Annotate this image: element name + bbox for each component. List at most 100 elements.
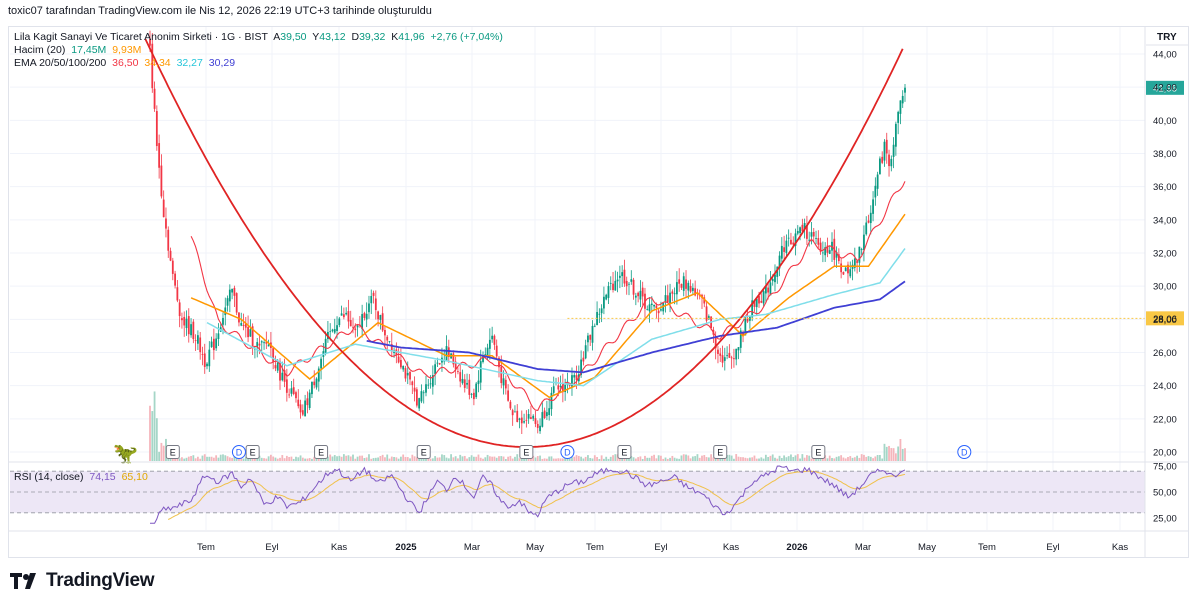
candle-body	[904, 87, 906, 93]
volume-bar	[689, 458, 692, 461]
candle-body	[685, 279, 687, 289]
volume-bar	[575, 455, 578, 461]
candle-body	[660, 309, 662, 311]
volume-bar	[361, 455, 364, 461]
dividend-marker[interactable]	[957, 445, 972, 459]
earnings-marker[interactable]	[416, 445, 431, 459]
earnings-marker[interactable]	[245, 445, 260, 459]
volume-bar	[258, 455, 261, 461]
candle-body	[338, 318, 341, 326]
rsi-ma-line	[167, 470, 906, 520]
volume-bar	[771, 454, 774, 461]
candle-body	[461, 378, 464, 384]
candle-body	[413, 387, 416, 392]
candle-body	[865, 222, 868, 235]
candle-body	[552, 386, 555, 393]
candle-body	[488, 339, 491, 349]
candle-body	[737, 347, 740, 351]
candle-body	[301, 410, 304, 415]
earnings-marker[interactable]	[519, 445, 534, 459]
candle-body	[557, 385, 560, 390]
volume-bar	[365, 457, 368, 461]
candle-body	[897, 111, 900, 123]
volume-bar	[883, 443, 886, 461]
volume-ma-value: 9,93M	[112, 44, 142, 56]
dividend-marker[interactable]	[560, 445, 575, 459]
candle-body	[406, 372, 409, 376]
volume-bar	[655, 458, 658, 461]
candle-body	[742, 332, 744, 337]
volume-bar	[377, 457, 379, 461]
volume-bar	[776, 458, 779, 461]
candle-body	[365, 313, 368, 320]
last-price-tag	[1146, 80, 1184, 95]
dividend-marker[interactable]	[231, 445, 246, 459]
time-tick-label: Tem	[197, 542, 215, 553]
volume-bar	[894, 453, 897, 461]
grid	[10, 27, 1145, 530]
volume-bar	[705, 457, 708, 461]
candle-body	[869, 212, 872, 224]
volume-bar	[833, 458, 836, 461]
candle-body	[368, 303, 370, 313]
candle-body	[514, 411, 516, 413]
price-tick-label: 20,00	[1153, 448, 1177, 459]
candle-body	[304, 400, 307, 417]
earnings-marker[interactable]	[165, 445, 180, 459]
volume-bar	[472, 456, 475, 461]
volume-bar	[447, 458, 450, 461]
volume-bar	[181, 457, 183, 461]
time-tick-label: Mar	[855, 542, 871, 553]
candle-body	[511, 410, 514, 416]
volume-bar	[733, 458, 735, 461]
candle-body	[888, 154, 890, 167]
candle-body	[637, 292, 640, 297]
candle-body	[618, 275, 621, 278]
candle-body	[165, 218, 167, 229]
volume-bar	[669, 457, 671, 461]
time-tick-label: Kas	[723, 542, 740, 553]
earnings-marker[interactable]	[314, 445, 329, 459]
candle-body	[539, 425, 541, 432]
candle-body	[646, 309, 649, 310]
volume-bar	[263, 458, 265, 461]
volume-bar	[712, 457, 715, 461]
candle-body	[625, 280, 628, 287]
volume-bar	[450, 454, 452, 461]
candle-body	[689, 285, 692, 292]
candle-body	[431, 375, 434, 387]
volume-bar	[532, 455, 535, 461]
volume-bar	[603, 458, 605, 461]
candle-body	[283, 370, 286, 382]
time-tick-label: Eyl	[654, 542, 667, 553]
candles	[149, 30, 906, 434]
candle-body	[790, 239, 792, 245]
volume-bar	[235, 457, 238, 461]
ema-label: EMA 20/50/100/200	[14, 57, 107, 69]
candle-body	[548, 408, 551, 416]
price-tick-label: 30,00	[1153, 282, 1177, 293]
candle-body	[568, 385, 571, 386]
candle-body	[306, 398, 309, 406]
volume-bar	[888, 445, 890, 461]
candle-body	[609, 282, 612, 284]
volume-bar	[764, 454, 767, 461]
earnings-marker[interactable]	[713, 445, 728, 459]
candle-body	[409, 371, 411, 380]
earnings-marker[interactable]	[617, 445, 632, 459]
time-tick-label: 2026	[786, 542, 807, 553]
volume-bar	[370, 458, 373, 461]
volume-bar	[406, 457, 409, 461]
volume-bar	[153, 391, 156, 461]
volume-bar	[491, 456, 494, 461]
volume-bar	[468, 457, 471, 461]
candle-body	[509, 401, 512, 409]
volume-bar	[657, 455, 660, 461]
candle-body	[799, 227, 801, 234]
rsi-tick-label: 50,00	[1153, 488, 1177, 499]
candle-body	[733, 358, 735, 360]
price-tick-label: 22,00	[1153, 414, 1177, 425]
earnings-marker[interactable]	[811, 445, 826, 459]
candle-body	[826, 245, 829, 253]
